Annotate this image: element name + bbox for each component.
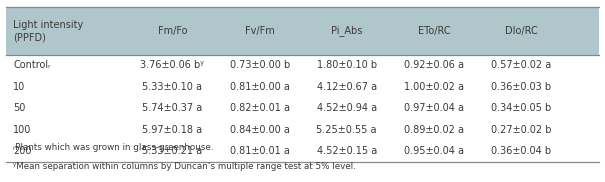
Text: Pi_Abs: Pi_Abs [331,25,362,36]
Text: 4.52±0.94 a: 4.52±0.94 a [316,103,377,113]
Text: 0.36±0.04 b: 0.36±0.04 b [491,146,552,156]
Text: 50: 50 [13,103,25,113]
Text: 5.97±0.18 a: 5.97±0.18 a [142,125,203,135]
Text: 4.12±0.67 a: 4.12±0.67 a [316,82,377,92]
Text: 10: 10 [13,82,25,92]
Text: 1.80±0.10 b: 1.80±0.10 b [316,60,377,70]
Text: 0.34±0.05 b: 0.34±0.05 b [491,103,552,113]
Text: 5.74±0.37 a: 5.74±0.37 a [142,103,203,113]
Text: 0.81±0.01 a: 0.81±0.01 a [231,146,290,156]
Text: 0.57±0.02 a: 0.57±0.02 a [491,60,552,70]
Text: 0.81±0.00 a: 0.81±0.00 a [231,82,290,92]
Text: ETo/RC: ETo/RC [418,26,451,36]
Text: DIo/RC: DIo/RC [505,26,538,36]
Text: 0.95±0.04 a: 0.95±0.04 a [404,146,465,156]
Text: 4.52±0.15 a: 4.52±0.15 a [316,146,377,156]
Text: 0.92±0.06 a: 0.92±0.06 a [404,60,465,70]
Text: 200: 200 [13,146,32,156]
Text: 0.89±0.02 a: 0.89±0.02 a [404,125,465,135]
Text: 5.25±0.55 a: 5.25±0.55 a [316,125,377,135]
Text: 0.97±0.04 a: 0.97±0.04 a [404,103,465,113]
Text: 0.36±0.03 b: 0.36±0.03 b [491,82,552,92]
Text: 0.27±0.02 b: 0.27±0.02 b [491,125,552,135]
Text: Controlᵣ: Controlᵣ [13,60,51,70]
Text: 5.33±0.21 a: 5.33±0.21 a [142,146,203,156]
Text: Fm/Fo: Fm/Fo [158,26,187,36]
Text: ᵣPlants which was grown in glass-greenhouse.: ᵣPlants which was grown in glass-greenho… [13,143,214,152]
Text: 0.82±0.01 a: 0.82±0.01 a [230,103,290,113]
Text: 5.33±0.10 a: 5.33±0.10 a [142,82,203,92]
Text: Light intensity
(PPFD): Light intensity (PPFD) [13,20,83,42]
Text: 0.84±0.00 a: 0.84±0.00 a [231,125,290,135]
Bar [6,7,599,55]
Text: 1.00±0.02 a: 1.00±0.02 a [404,82,465,92]
Text: 3.76±0.06 bʸ: 3.76±0.06 bʸ [140,60,204,70]
Text: 100: 100 [13,125,31,135]
Text: Fv/Fm: Fv/Fm [245,26,275,36]
Text: 0.73±0.00 b: 0.73±0.00 b [230,60,290,70]
Text: ʸMean separation within columns by Duncan’s multiple range test at 5% level.: ʸMean separation within columns by Dunca… [13,162,356,171]
